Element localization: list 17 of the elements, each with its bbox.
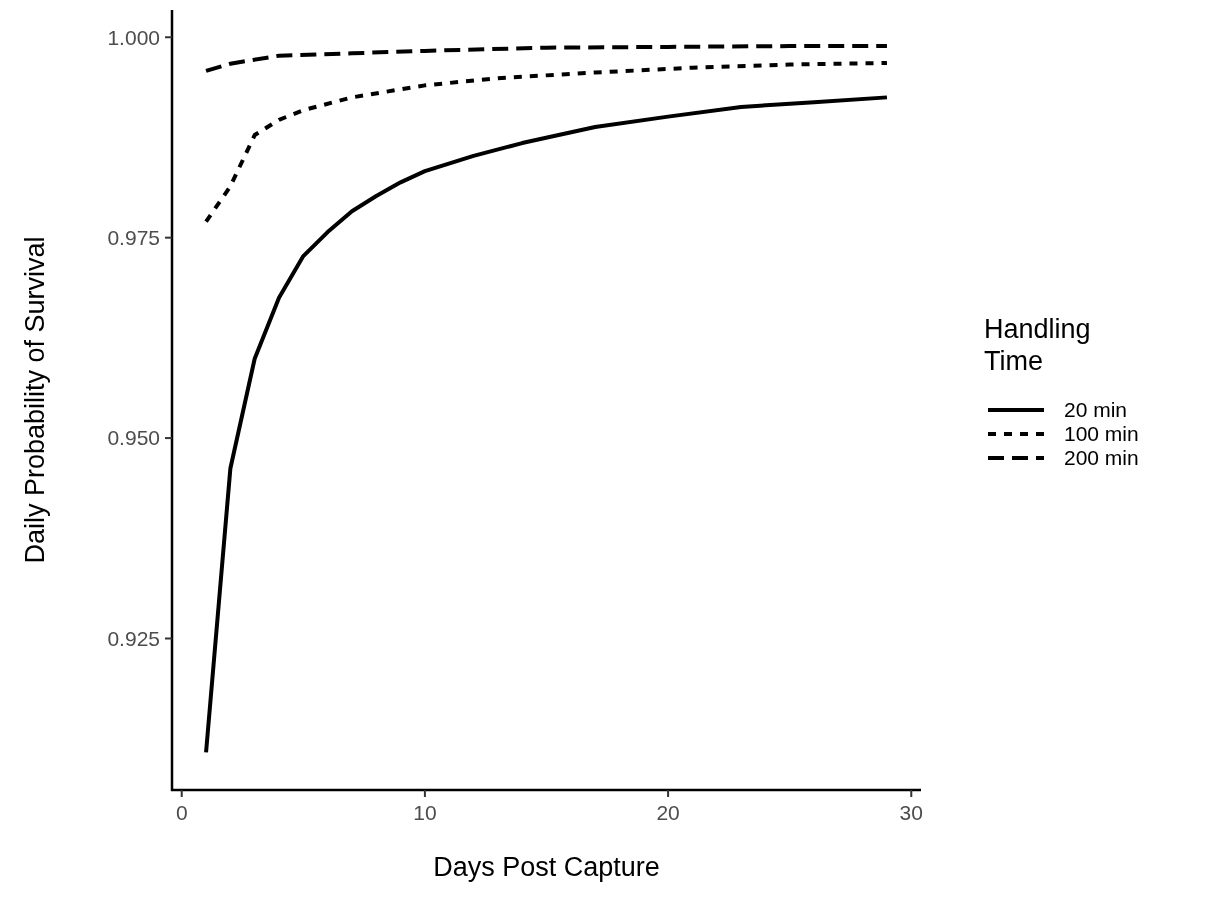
line-series xyxy=(204,44,889,73)
y-tick-label: 0.925 xyxy=(107,626,160,650)
y-axis-title: Daily Probability of Survival xyxy=(20,236,50,564)
x-axis-title: Days Post Capture xyxy=(433,852,660,882)
x-tick-label: 0 xyxy=(175,801,188,824)
x-tick-label: 30 xyxy=(899,801,923,824)
x-tick-label: 20 xyxy=(656,801,680,824)
y-tick-label: 0.975 xyxy=(107,226,160,250)
legend-label: 200 min xyxy=(1064,446,1139,470)
line-series xyxy=(204,60,889,224)
legend-label: 20 min xyxy=(1064,398,1128,422)
x-tick-label: 10 xyxy=(413,801,437,824)
line-series xyxy=(204,95,889,755)
legend-title: Handling Time xyxy=(984,314,1091,376)
y-tick-label: 1.000 xyxy=(107,25,160,49)
legend-label: 100 min xyxy=(1064,422,1139,446)
y-tick-label: 0.950 xyxy=(107,426,160,450)
